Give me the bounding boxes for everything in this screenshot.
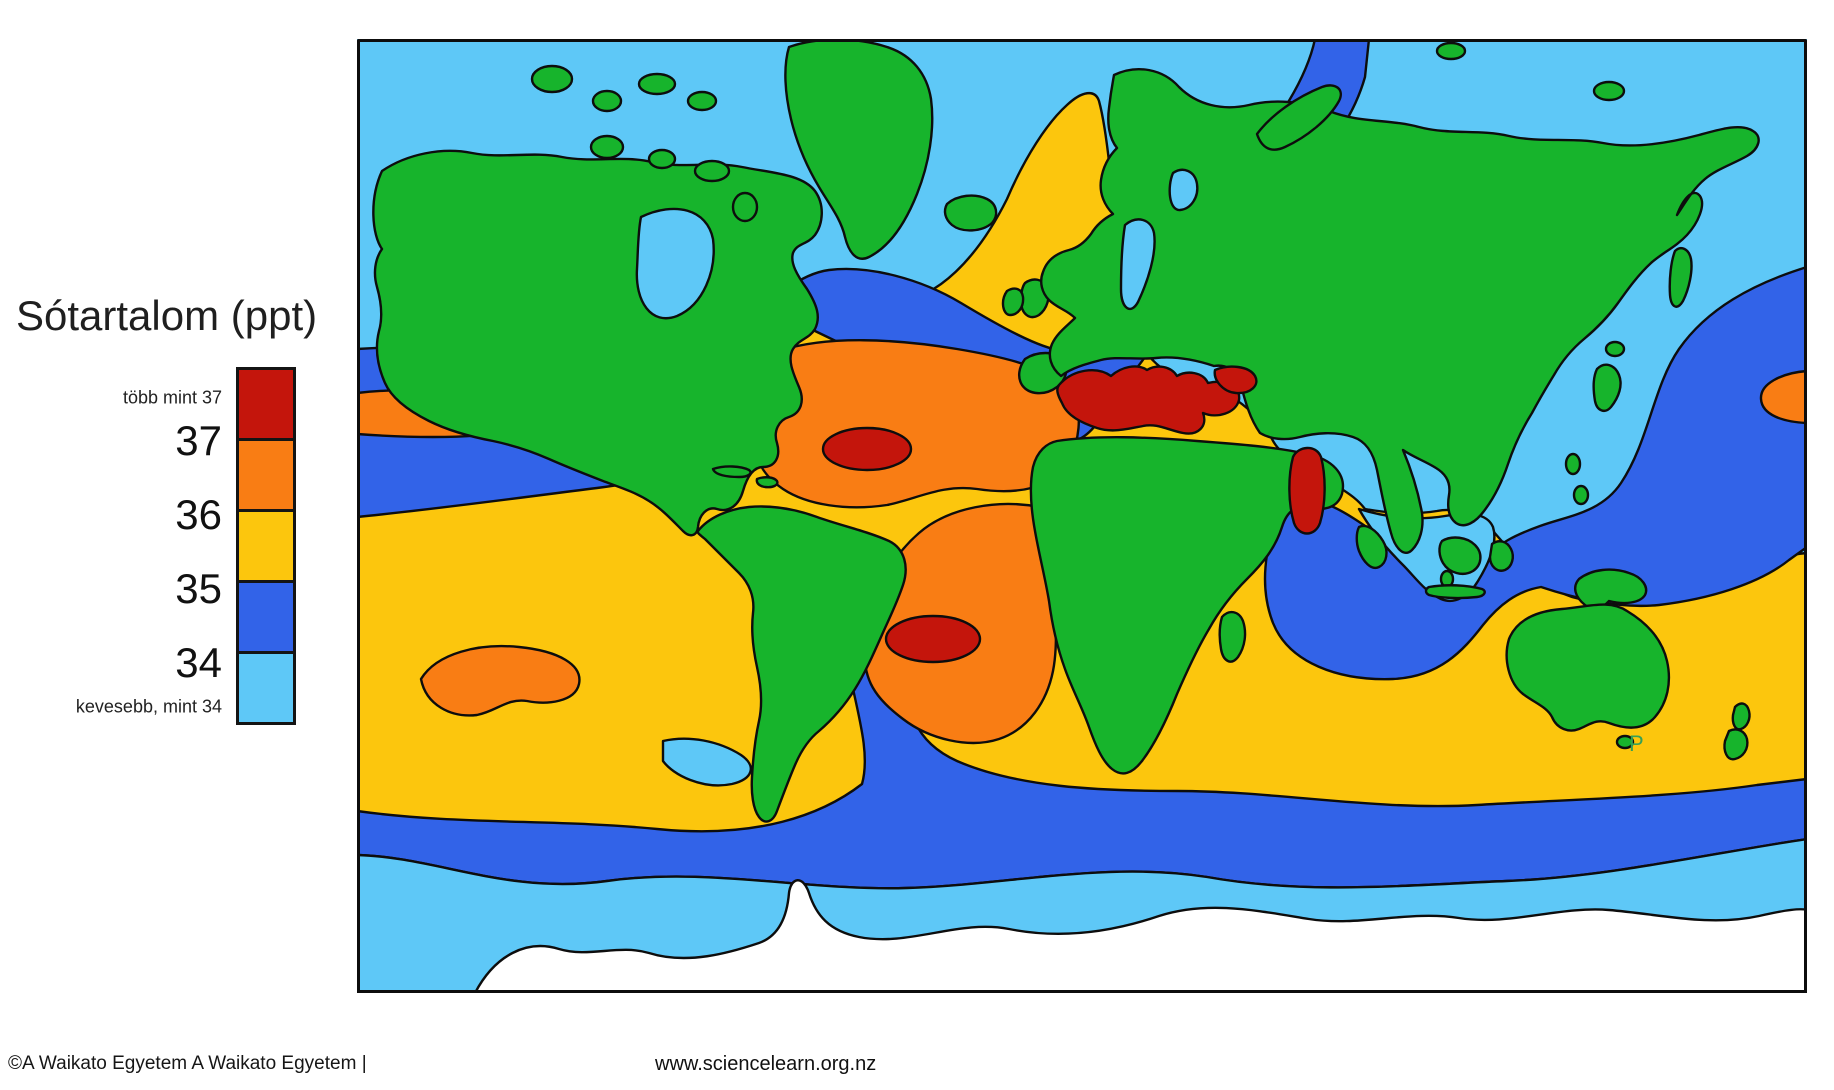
landmass-svalbard bbox=[1435, 41, 1467, 61]
landmass-japan bbox=[1592, 363, 1622, 412]
arctic-island bbox=[589, 134, 625, 160]
landmass-philippines-south bbox=[1572, 484, 1590, 506]
legend-label-less-than-34: kevesebb, mint 34 bbox=[75, 696, 222, 717]
landmass-philippines-north bbox=[1564, 452, 1582, 476]
landmass-java bbox=[1424, 584, 1486, 600]
landmass-sakhalin bbox=[1668, 247, 1693, 308]
arctic-island bbox=[686, 90, 718, 112]
map-annotation-p: P bbox=[1629, 731, 1644, 756]
landmass-madagascar bbox=[1218, 610, 1247, 663]
sea-mediterranean-red bbox=[1056, 365, 1241, 435]
legend-label-36: 36 bbox=[175, 491, 222, 538]
footer-copyright: ©A Waikato Egyetem A Waikato Egyetem | bbox=[8, 1053, 367, 1074]
landmass-eurasia bbox=[1040, 68, 1760, 555]
arctic-island bbox=[637, 72, 677, 96]
legend-label-more-than-37: több mint 37 bbox=[122, 387, 222, 408]
landmass-hispaniola bbox=[755, 476, 779, 489]
legend-swatch-35 bbox=[236, 580, 296, 654]
landmass-wrangel-island bbox=[1592, 80, 1626, 102]
legend-label-37: 37 bbox=[175, 417, 222, 464]
ocean-core-south-atlantic-red-ellipse bbox=[884, 614, 982, 664]
legend-swatch-37 bbox=[236, 438, 296, 512]
ocean-region-northwest-pacific-orange-patch bbox=[1759, 369, 1807, 425]
map-border bbox=[357, 39, 1807, 993]
arctic-island bbox=[591, 89, 623, 113]
legend-swatch-more-than-37 bbox=[236, 367, 296, 441]
landmass-new-zealand-south bbox=[1723, 728, 1749, 761]
landmass-cuba bbox=[711, 465, 752, 479]
landmass-ireland bbox=[1001, 287, 1025, 317]
landmass-arctic-islands bbox=[530, 64, 759, 223]
footer-website-link: www.sciencelearn.org.nz bbox=[655, 1053, 877, 1075]
landmass-south-america bbox=[696, 505, 907, 823]
sea-white-sea bbox=[1168, 168, 1199, 212]
sea-red-sea-persian-gulf-red bbox=[1288, 446, 1326, 535]
arctic-island bbox=[530, 64, 574, 94]
landmass-sulawesi bbox=[1488, 540, 1514, 572]
legend-label-34: 34 bbox=[175, 639, 222, 686]
sea-baltic bbox=[1119, 218, 1156, 311]
legend-swatch-36 bbox=[236, 509, 296, 583]
legend-swatch-34 bbox=[236, 651, 296, 725]
landmass-greenland bbox=[784, 39, 934, 260]
sea-hudson-bay bbox=[635, 207, 715, 320]
landmass-australia bbox=[1505, 603, 1671, 732]
arctic-island bbox=[693, 159, 731, 183]
ocean-region-west-patagonia-wedge bbox=[661, 737, 752, 787]
landmass-tasmania bbox=[1615, 734, 1635, 750]
arctic-island bbox=[731, 191, 759, 223]
legend-color-scale bbox=[236, 367, 296, 725]
arctic-island bbox=[647, 148, 677, 170]
sea-black-sea-red bbox=[1213, 365, 1258, 395]
ocean-region-southeast-pacific-orange bbox=[419, 645, 581, 717]
landmass-iceland bbox=[943, 194, 998, 232]
ocean-core-north-atlantic-red-ellipse bbox=[821, 426, 913, 472]
landmass-novaya-zemlya bbox=[1255, 84, 1342, 151]
landmass-new-zealand-north bbox=[1731, 702, 1751, 731]
legend-title: Sótartalom (ppt) bbox=[16, 292, 318, 339]
landmass-borneo bbox=[1438, 536, 1482, 575]
legend-label-35: 35 bbox=[175, 565, 222, 612]
landmass-sumatra bbox=[1355, 524, 1388, 570]
landmass-hokkaido bbox=[1604, 340, 1626, 358]
landmass-antarctica bbox=[473, 879, 1807, 993]
landmass-new-guinea bbox=[1573, 568, 1648, 610]
salinity-world-map: P bbox=[357, 39, 1807, 993]
